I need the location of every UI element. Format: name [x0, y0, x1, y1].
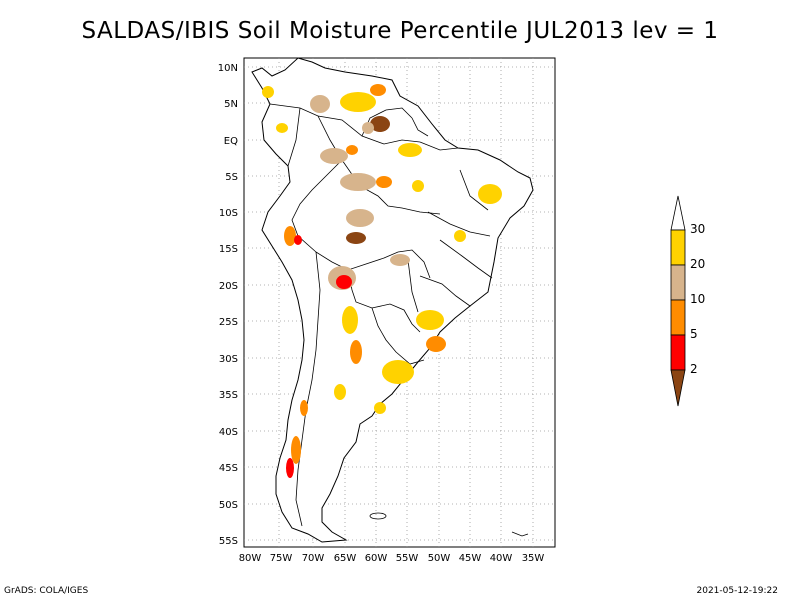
colorbar — [670, 195, 686, 407]
lat-tick-label: EQ — [224, 136, 238, 147]
colorbar-swatch — [670, 299, 686, 336]
lon-tick-label: 75W — [270, 553, 293, 564]
colorbar-swatch — [670, 264, 686, 301]
footer-timestamp: 2021-05-12-19:22 — [696, 586, 779, 596]
lon-tick-label: 70W — [302, 553, 325, 564]
lat-tick-label: 20S — [219, 281, 238, 292]
lat-tick-label: 15S — [219, 244, 238, 255]
latitude-labels: 10N 5N EQ 5S 10S 15S 20S 25S 30S 35S 40S… — [218, 63, 238, 547]
lon-tick-label: 60W — [365, 553, 388, 564]
lat-tick-label: 5N — [224, 99, 238, 110]
islands — [369, 512, 529, 537]
lat-tick-label: 45S — [219, 463, 238, 474]
lat-tick-label: 10N — [218, 63, 238, 74]
colorbar-label: 30 — [690, 222, 706, 236]
lat-tick-label: 5S — [225, 172, 238, 183]
lat-tick-label: 35S — [219, 390, 238, 401]
colorbar-label: 10 — [690, 292, 706, 306]
south-america-outline — [251, 57, 534, 543]
colorbar-top-triangle — [670, 195, 686, 231]
lat-tick-label: 50S — [219, 500, 238, 511]
lat-tick-label: 25S — [219, 317, 238, 328]
lat-tick-label: 40S — [219, 427, 238, 438]
soil-moisture-shading — [262, 84, 502, 478]
lon-tick-label: 35W — [522, 553, 545, 564]
lon-tick-label: 80W — [239, 553, 262, 564]
footer-credit: GrADS: COLA/IGES — [4, 586, 89, 596]
map-title: SALDAS/IBIS Soil Moisture Percentile JUL… — [81, 18, 719, 44]
lon-tick-label: 50W — [428, 553, 451, 564]
colorbar-swatch — [670, 334, 686, 371]
lon-tick-label: 55W — [396, 553, 419, 564]
longitude-labels: 80W 75W 70W 65W 60W 55W 50W 45W 40W 35W — [239, 553, 545, 564]
lat-tick-label: 10S — [219, 208, 238, 219]
lat-tick-label: 30S — [219, 354, 238, 365]
colorbar-label: 2 — [690, 362, 698, 376]
lat-tick-label: 55S — [219, 536, 238, 547]
colorbar-label: 5 — [690, 327, 698, 341]
colorbar-bottom-triangle — [670, 369, 686, 407]
lon-tick-label: 45W — [459, 553, 482, 564]
lon-tick-label: 65W — [334, 553, 357, 564]
colorbar-label: 20 — [690, 257, 706, 271]
lon-tick-label: 40W — [490, 553, 513, 564]
colorbar-swatch — [670, 229, 686, 266]
